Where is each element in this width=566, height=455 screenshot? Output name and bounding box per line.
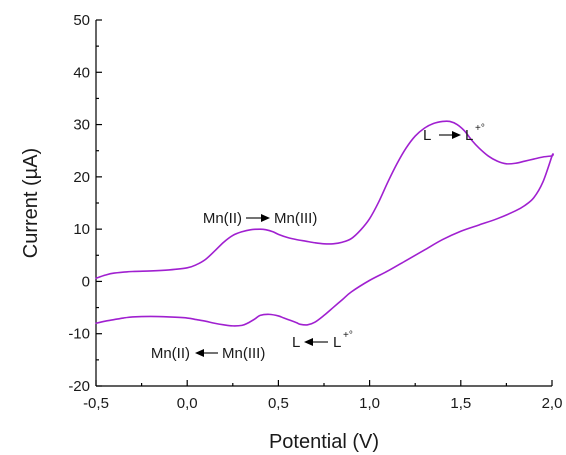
plot-area <box>95 120 554 327</box>
y-tick-label: 0 <box>82 273 90 290</box>
annot-mn-ox-right: Mn(III) <box>274 210 317 227</box>
y-tick-label: 40 <box>73 64 90 81</box>
x-axis: -0,5 0,0 0,5 1,0 1,5 2,0 <box>83 380 562 412</box>
arrow-head-left-icon <box>304 338 313 346</box>
annot-l-ox-left: L <box>423 127 431 144</box>
y-tick-label: 20 <box>73 169 90 186</box>
y-tick-label: 10 <box>73 221 90 238</box>
x-tick-label: -0,5 <box>83 395 109 412</box>
y-axis-title: Current (µA) <box>20 148 42 258</box>
annot-mn-red-left: Mn(II) <box>151 345 190 362</box>
y-tick-label: 30 <box>73 117 90 134</box>
annot-l-ox-sup: +° <box>475 123 485 134</box>
annotation-l-reduction: L L +° <box>292 330 353 351</box>
annotation-mn-reduction: Mn(II) Mn(III) <box>151 345 266 362</box>
annot-mn-ox-left: Mn(II) <box>203 210 242 227</box>
cv-curve <box>95 120 554 327</box>
x-tick-label: 0,0 <box>177 395 198 412</box>
annot-l-red-right: L <box>333 334 341 351</box>
y-tick-label: -20 <box>68 378 90 395</box>
y-tick-label: 50 <box>73 12 90 29</box>
x-tick-label: 2,0 <box>542 395 563 412</box>
x-axis-title: Potential (V) <box>269 431 379 453</box>
x-tick-label: 1,0 <box>359 395 380 412</box>
annot-mn-red-right: Mn(III) <box>222 345 265 362</box>
arrow-head-right-icon <box>261 214 270 222</box>
annotation-l-oxidation: L L +° <box>423 123 485 144</box>
annot-l-red-sup: +° <box>343 330 353 341</box>
y-tick-label: -10 <box>68 326 90 343</box>
y-axis: -20 -10 0 10 20 30 40 50 <box>68 12 102 395</box>
y-ticks: -20 -10 0 10 20 30 40 50 <box>68 12 102 395</box>
annot-l-ox-right: L <box>465 127 473 144</box>
x-tick-label: 1,5 <box>450 395 471 412</box>
annot-l-red-left: L <box>292 334 300 351</box>
arrow-head-left-icon <box>195 349 204 357</box>
x-ticks: -0,5 0,0 0,5 1,0 1,5 2,0 <box>83 380 562 412</box>
arrow-head-right-icon <box>452 131 461 139</box>
x-tick-label: 0,5 <box>268 395 289 412</box>
annotation-mn-oxidation: Mn(II) Mn(III) <box>203 210 318 227</box>
